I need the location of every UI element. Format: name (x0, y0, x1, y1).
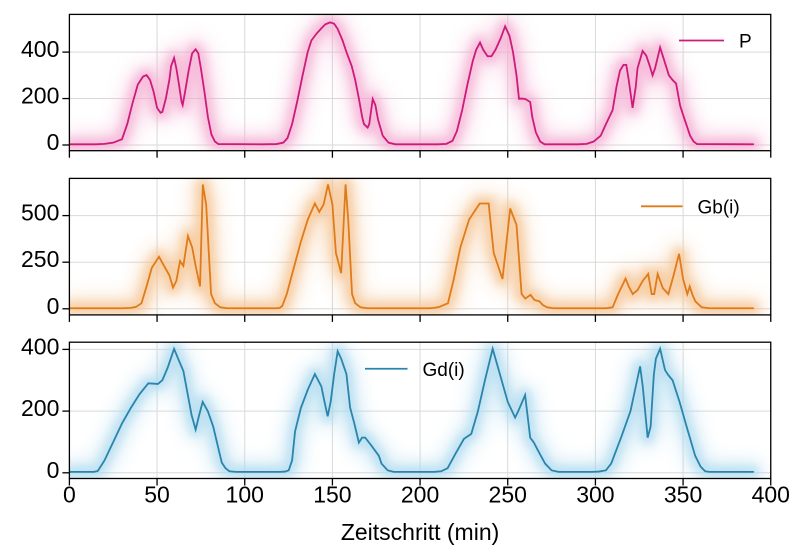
svg-text:250: 250 (21, 246, 59, 272)
svg-text:200: 200 (21, 395, 59, 421)
svg-text:100: 100 (226, 482, 264, 508)
svg-text:0: 0 (47, 457, 60, 483)
svg-text:Zeitschritt (min): Zeitschritt (min) (341, 519, 499, 545)
svg-text:250: 250 (489, 482, 527, 508)
svg-text:P: P (739, 32, 752, 53)
svg-text:Gb(i): Gb(i) (698, 197, 740, 218)
svg-text:350: 350 (664, 482, 702, 508)
svg-text:300: 300 (576, 482, 614, 508)
svg-text:0: 0 (47, 129, 60, 155)
svg-text:400: 400 (21, 36, 59, 62)
svg-text:0: 0 (63, 482, 76, 508)
svg-text:150: 150 (313, 482, 351, 508)
svg-text:400: 400 (21, 333, 59, 359)
svg-text:50: 50 (144, 482, 170, 508)
svg-text:0: 0 (47, 293, 60, 319)
svg-text:200: 200 (21, 83, 59, 109)
svg-text:500: 500 (21, 200, 59, 226)
svg-text:Gd(i): Gd(i) (423, 360, 465, 381)
svg-text:200: 200 (401, 482, 439, 508)
svg-text:400: 400 (752, 482, 790, 508)
